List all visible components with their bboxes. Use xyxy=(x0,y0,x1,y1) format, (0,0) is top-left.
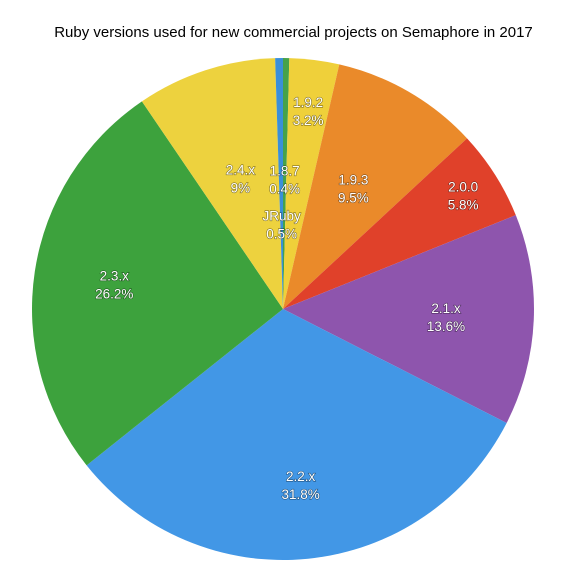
pie-slice-2-0-0 xyxy=(283,138,516,309)
slice-label-name: 1.9.2 xyxy=(293,95,323,110)
slice-label-name: JRuby xyxy=(263,209,302,224)
slice-label-value: 13.6% xyxy=(427,319,465,334)
pie-slice-2-1-x xyxy=(283,215,534,423)
pie-slices xyxy=(31,58,534,560)
slice-label-value: 31.8% xyxy=(281,487,319,502)
pie-slice-jruby xyxy=(275,58,283,309)
slice-label-name: 1.9.3 xyxy=(338,172,368,187)
pie-slice-1-8-7 xyxy=(283,58,290,309)
pie-slice-2-3-x xyxy=(31,101,283,466)
slice-label-value: 9.5% xyxy=(338,190,369,205)
pie-labels: 1.8.7 0.4% 1.9.2 3.2% 1.9.3 9.5% 2.0.0 5.8% 2.1.… xyxy=(95,94,480,502)
pie-slice-1-9-2 xyxy=(283,58,340,309)
pie-slice-1-9-3 xyxy=(283,64,468,309)
slice-label-value: 0.4% xyxy=(269,181,300,196)
chart-title: Ruby versions used for new commercial pr… xyxy=(54,24,533,41)
slice-label-value: 26.2% xyxy=(95,286,133,301)
slice-label-name: 1.8.7 xyxy=(270,163,300,178)
pie-slice-2-4-x xyxy=(141,58,283,309)
slice-label-value: 3.2% xyxy=(293,113,324,128)
slice-label-name: 2.0.0 xyxy=(448,180,478,195)
slice-label-value: 0.5% xyxy=(266,227,297,242)
slice-label-name: 2.3.x xyxy=(100,268,130,283)
pie-slice-2-2-x xyxy=(86,309,507,560)
slice-label-value: 5.8% xyxy=(448,198,479,213)
slice-label-name: 2.4.x xyxy=(226,163,256,178)
slice-label-name: 2.2.x xyxy=(286,469,316,484)
slice-label-name: 2.1.x xyxy=(431,301,461,316)
slice-label-value: 9% xyxy=(231,181,251,196)
